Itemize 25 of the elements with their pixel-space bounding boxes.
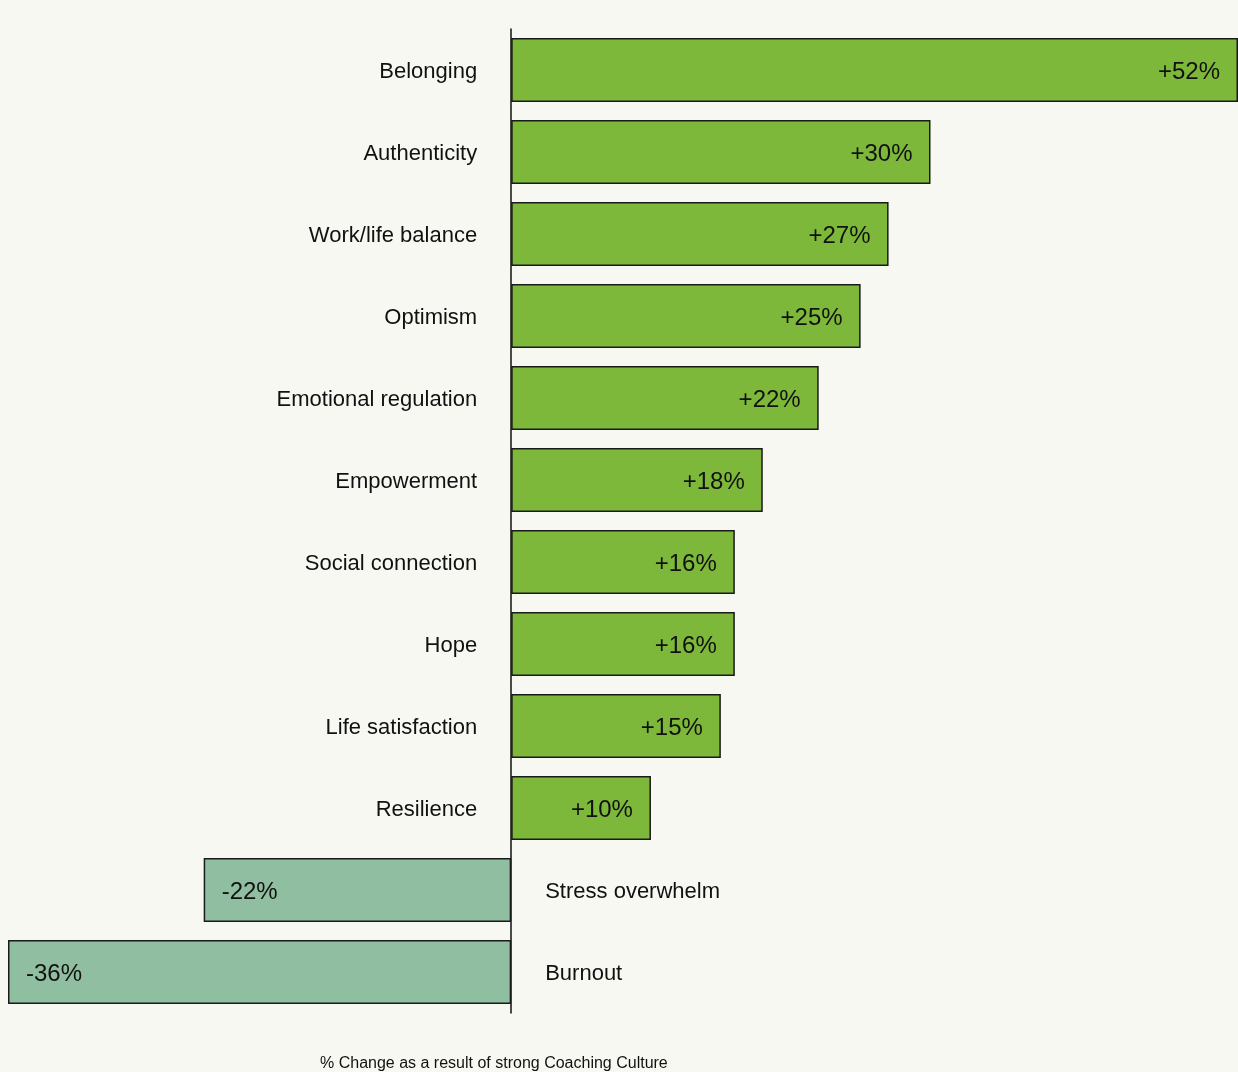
y-tick-label: Work/life balance [308, 221, 478, 247]
data-label: +10% [570, 794, 633, 822]
y-tick-label: Empowerment [335, 467, 478, 493]
data-label: +15% [640, 712, 703, 740]
x-axis-title: % Change as a result of strong Coaching Culture [320, 1053, 668, 1071]
y-tick-label: Life satisfaction [325, 713, 478, 739]
data-label: -22% [221, 876, 278, 904]
y-tick-label: Belonging [379, 57, 478, 83]
y-tick-label: Resilience [375, 795, 478, 821]
y-tick-label: Stress overwhelm [545, 877, 721, 903]
data-label: +52% [1157, 56, 1220, 84]
data-label: +27% [808, 220, 871, 248]
y-tick-label: Hope [424, 631, 478, 657]
y-tick-label: Emotional regulation [276, 385, 478, 411]
data-label: +25% [780, 302, 843, 330]
y-tick-label: Burnout [545, 959, 623, 985]
y-tick-label: Social connection [304, 549, 478, 575]
y-tick-label: Authenticity [363, 139, 478, 165]
data-label: +16% [654, 548, 717, 576]
data-label: +18% [682, 466, 745, 494]
data-label: -36% [26, 958, 83, 986]
y-tick-label: Optimism [384, 303, 478, 329]
data-label: +22% [738, 384, 801, 412]
data-label: +30% [850, 138, 913, 166]
data-label: +16% [654, 630, 717, 658]
